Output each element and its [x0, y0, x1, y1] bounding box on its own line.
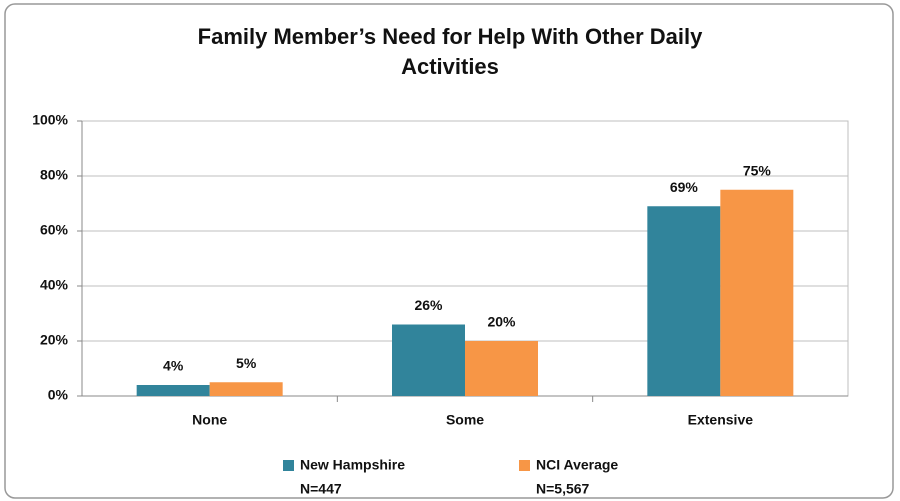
y-tick-label: 80% [40, 167, 69, 183]
bar [647, 206, 721, 396]
data-label: 5% [236, 355, 257, 371]
legend-swatch [283, 460, 294, 471]
legend-n: N=447 [300, 481, 342, 497]
y-tick-label: 100% [32, 112, 68, 128]
legend-label: NCI Average [536, 457, 618, 473]
data-label: 75% [743, 162, 772, 178]
bar [720, 189, 794, 396]
bar [209, 382, 283, 396]
x-tick-label: Extensive [688, 412, 754, 428]
x-tick-label: None [192, 412, 227, 428]
bar [136, 385, 210, 396]
data-label: 4% [163, 358, 184, 374]
y-tick-label: 0% [48, 387, 69, 403]
chart-title: Family Member’s Need for Help With Other… [197, 24, 703, 79]
legend-label: New Hampshire [300, 457, 405, 473]
data-label: 69% [670, 179, 699, 195]
legend-n: N=5,567 [536, 481, 590, 497]
bar [392, 324, 465, 396]
legend-swatch [519, 460, 530, 471]
y-tick-label: 20% [40, 332, 69, 348]
data-label: 26% [414, 297, 443, 313]
bar [465, 341, 538, 396]
y-tick-label: 40% [40, 277, 69, 293]
y-tick-label: 60% [40, 222, 69, 238]
x-tick-label: Some [446, 412, 484, 428]
data-label: 20% [487, 314, 516, 330]
